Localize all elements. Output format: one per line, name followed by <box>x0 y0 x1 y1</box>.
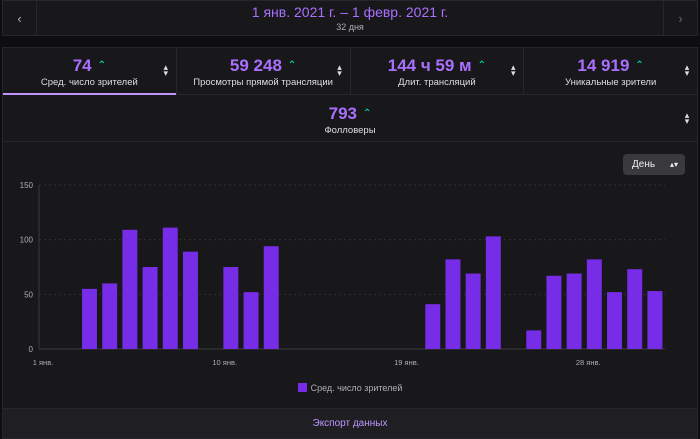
chart-bar[interactable] <box>162 227 178 349</box>
chart-bar[interactable] <box>485 236 501 349</box>
y-tick-label: 50 <box>24 290 33 299</box>
y-tick-label: 0 <box>29 345 34 354</box>
x-tick-label: 19 янв. <box>394 358 419 367</box>
x-tick-label: 28 янв. <box>576 358 601 367</box>
stat-number: 14 919 <box>577 56 630 75</box>
sort-icon[interactable]: ▴ ▾ <box>510 62 516 78</box>
stat-value: 793 ⌃ <box>3 104 697 124</box>
chart-bar[interactable] <box>243 292 259 349</box>
bar-chart: 0 50 100 150 1 янв. 10 янв. 19 янв. 28 янв. <box>20 181 665 367</box>
stat-number: 74 <box>72 56 92 75</box>
stat-live-views[interactable]: 59 248 ⌃ Просмотры прямой трансляции ▴ ▾ <box>177 48 351 94</box>
interval-select-value: День <box>632 159 656 170</box>
sort-icon[interactable]: ▴ ▾ <box>684 110 690 126</box>
stat-value: 14 919 ⌃ <box>524 56 697 76</box>
stat-value: 144 ч 59 м ⌃ <box>351 56 524 76</box>
chevron-left-icon: ‹ <box>17 10 22 26</box>
chevron-up-down-icon: ▴▾ <box>669 160 678 169</box>
export-data-button[interactable]: Экспорт данных <box>3 408 697 438</box>
chart-bar[interactable] <box>182 251 198 349</box>
chart-bar[interactable] <box>586 259 602 349</box>
stat-unique-viewers[interactable]: 14 919 ⌃ Уникальные зрители ▴ ▾ <box>524 48 697 94</box>
chart-bar[interactable] <box>526 330 542 349</box>
stat-label: Сред. число зрителей <box>40 77 138 88</box>
date-range-bar: ‹ 1 янв. 2021 г. – 1 февр. 2021 г. 32 дн… <box>2 0 698 36</box>
legend-label: Сред. число зрителей <box>310 383 403 393</box>
sort-icon[interactable]: ▴ ▾ <box>163 62 169 78</box>
trend-up-icon: ⌃ <box>635 60 644 71</box>
trend-up-icon: ⌃ <box>287 60 297 71</box>
x-tick-label: 10 янв. <box>212 358 237 367</box>
trend-up-icon: ⌃ <box>362 108 372 119</box>
chart-bar[interactable] <box>223 267 239 349</box>
stat-avg-viewers[interactable]: 74 ⌃ Сред. число зрителей ▴ ▾ <box>3 48 177 95</box>
chart-bar[interactable] <box>566 273 582 349</box>
stats-row: 74 ⌃ Сред. число зрителей ▴ ▾ 59 248 ⌃ Прос… <box>3 48 697 95</box>
x-tick-label: 1 янв. <box>33 358 54 367</box>
trend-up-icon: ⌃ <box>477 60 487 71</box>
chart-bar[interactable] <box>263 246 279 349</box>
stat-number: 59 248 <box>229 56 282 75</box>
chart-area: День ▴▾ 0 50 100 150 1 янв. 10 янв. 19 янв. 28… <box>3 143 697 405</box>
date-range-label[interactable]: 1 янв. 2021 г. – 1 февр. 2021 г. <box>251 4 449 20</box>
stat-number: 793 <box>328 104 357 123</box>
chart-legend: Сред. число зрителей <box>3 383 697 393</box>
chart-bar[interactable] <box>627 269 643 349</box>
prev-period-button[interactable]: ‹ <box>3 1 37 35</box>
chart-bar[interactable] <box>102 283 118 349</box>
chart-bar[interactable] <box>82 288 97 349</box>
y-tick-label: 100 <box>20 236 34 245</box>
chart-bar[interactable] <box>122 229 138 349</box>
stat-label: Фолловеры <box>324 125 376 136</box>
next-period-button[interactable]: › <box>663 1 697 35</box>
chart-bar[interactable] <box>465 273 481 349</box>
stat-followers[interactable]: 793 ⌃ Фолловеры ▴ ▾ <box>3 96 697 142</box>
chart-bar[interactable] <box>142 267 158 349</box>
sort-icon[interactable]: ▴ ▾ <box>684 62 690 78</box>
stat-number: 144 ч 59 м <box>387 56 472 75</box>
chart-bar[interactable] <box>647 291 663 349</box>
legend-swatch <box>297 383 307 392</box>
chart-bar[interactable] <box>546 275 562 349</box>
stat-stream-duration[interactable]: 144 ч 59 м ⌃ Длит. трансляций ▴ ▾ <box>351 48 525 94</box>
stat-value: 59 248 ⌃ <box>177 56 350 76</box>
stats-panel: 74 ⌃ Сред. число зрителей ▴ ▾ 59 248 ⌃ Прос… <box>2 47 698 439</box>
chart-bar[interactable] <box>607 292 622 349</box>
interval-select[interactable]: День ▴▾ <box>623 154 685 175</box>
stat-label: Длит. трансляций <box>398 77 476 88</box>
chart-bar[interactable] <box>445 259 461 349</box>
y-tick-label: 150 <box>20 181 34 190</box>
chart-bar[interactable] <box>425 304 441 349</box>
trend-up-icon: ⌃ <box>97 60 107 71</box>
stat-label: Просмотры прямой трансляции <box>193 77 333 88</box>
stat-label: Уникальные зрители <box>564 77 657 88</box>
sort-icon[interactable]: ▴ ▾ <box>337 62 342 78</box>
date-range-days: 32 дня <box>336 22 364 32</box>
chevron-right-icon: › <box>678 10 683 26</box>
stat-value: 74 ⌃ <box>3 56 176 76</box>
